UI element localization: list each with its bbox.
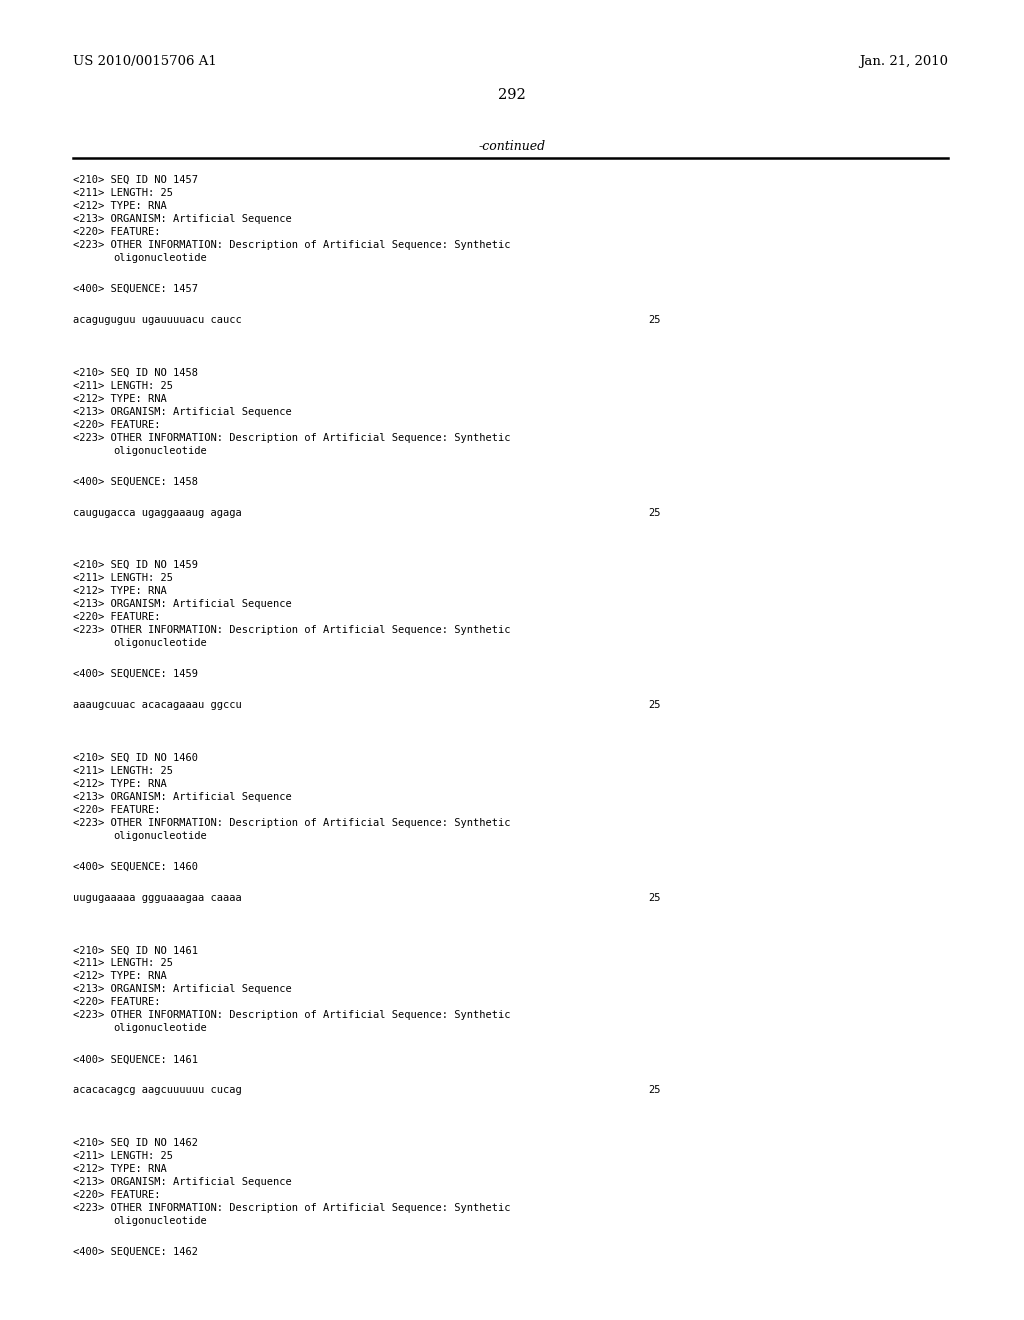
Text: <400> SEQUENCE: 1460: <400> SEQUENCE: 1460 — [73, 862, 198, 871]
Text: <223> OTHER INFORMATION: Description of Artificial Sequence: Synthetic: <223> OTHER INFORMATION: Description of … — [73, 818, 511, 828]
Text: <212> TYPE: RNA: <212> TYPE: RNA — [73, 393, 167, 404]
Text: <212> TYPE: RNA: <212> TYPE: RNA — [73, 201, 167, 211]
Text: <213> ORGANISM: Artificial Sequence: <213> ORGANISM: Artificial Sequence — [73, 985, 292, 994]
Text: <210> SEQ ID NO 1460: <210> SEQ ID NO 1460 — [73, 752, 198, 763]
Text: acacacagcg aagcuuuuuu cucag: acacacagcg aagcuuuuuu cucag — [73, 1085, 242, 1096]
Text: <211> LENGTH: 25: <211> LENGTH: 25 — [73, 1151, 173, 1162]
Text: <400> SEQUENCE: 1458: <400> SEQUENCE: 1458 — [73, 477, 198, 487]
Text: <400> SEQUENCE: 1461: <400> SEQUENCE: 1461 — [73, 1055, 198, 1064]
Text: oligonucleotide: oligonucleotide — [113, 446, 207, 455]
Text: acaguguguu ugauuuuacu caucc: acaguguguu ugauuuuacu caucc — [73, 315, 242, 325]
Text: <212> TYPE: RNA: <212> TYPE: RNA — [73, 586, 167, 597]
Text: <211> LENGTH: 25: <211> LENGTH: 25 — [73, 573, 173, 583]
Text: Jan. 21, 2010: Jan. 21, 2010 — [859, 55, 948, 69]
Text: caugugacca ugaggaaaug agaga: caugugacca ugaggaaaug agaga — [73, 508, 242, 517]
Text: <213> ORGANISM: Artificial Sequence: <213> ORGANISM: Artificial Sequence — [73, 407, 292, 417]
Text: 25: 25 — [648, 892, 660, 903]
Text: <400> SEQUENCE: 1457: <400> SEQUENCE: 1457 — [73, 284, 198, 294]
Text: <220> FEATURE:: <220> FEATURE: — [73, 227, 161, 238]
Text: <213> ORGANISM: Artificial Sequence: <213> ORGANISM: Artificial Sequence — [73, 214, 292, 224]
Text: <223> OTHER INFORMATION: Description of Artificial Sequence: Synthetic: <223> OTHER INFORMATION: Description of … — [73, 1010, 511, 1020]
Text: US 2010/0015706 A1: US 2010/0015706 A1 — [73, 55, 217, 69]
Text: 25: 25 — [648, 508, 660, 517]
Text: <223> OTHER INFORMATION: Description of Artificial Sequence: Synthetic: <223> OTHER INFORMATION: Description of … — [73, 240, 511, 249]
Text: oligonucleotide: oligonucleotide — [113, 830, 207, 841]
Text: <212> TYPE: RNA: <212> TYPE: RNA — [73, 1164, 167, 1173]
Text: aaaugcuuac acacagaaau ggccu: aaaugcuuac acacagaaau ggccu — [73, 700, 242, 710]
Text: oligonucleotide: oligonucleotide — [113, 253, 207, 263]
Text: <210> SEQ ID NO 1457: <210> SEQ ID NO 1457 — [73, 176, 198, 185]
Text: <223> OTHER INFORMATION: Description of Artificial Sequence: Synthetic: <223> OTHER INFORMATION: Description of … — [73, 1203, 511, 1213]
Text: <220> FEATURE:: <220> FEATURE: — [73, 998, 161, 1007]
Text: <211> LENGTH: 25: <211> LENGTH: 25 — [73, 380, 173, 391]
Text: <213> ORGANISM: Artificial Sequence: <213> ORGANISM: Artificial Sequence — [73, 792, 292, 801]
Text: oligonucleotide: oligonucleotide — [113, 1216, 207, 1226]
Text: uugugaaaaa ggguaaagaa caaaa: uugugaaaaa ggguaaagaa caaaa — [73, 892, 242, 903]
Text: <220> FEATURE:: <220> FEATURE: — [73, 420, 161, 429]
Text: <211> LENGTH: 25: <211> LENGTH: 25 — [73, 958, 173, 969]
Text: <212> TYPE: RNA: <212> TYPE: RNA — [73, 972, 167, 981]
Text: <210> SEQ ID NO 1461: <210> SEQ ID NO 1461 — [73, 945, 198, 956]
Text: 25: 25 — [648, 700, 660, 710]
Text: <220> FEATURE:: <220> FEATURE: — [73, 612, 161, 622]
Text: <213> ORGANISM: Artificial Sequence: <213> ORGANISM: Artificial Sequence — [73, 599, 292, 610]
Text: <220> FEATURE:: <220> FEATURE: — [73, 1191, 161, 1200]
Text: <210> SEQ ID NO 1459: <210> SEQ ID NO 1459 — [73, 560, 198, 570]
Text: <400> SEQUENCE: 1462: <400> SEQUENCE: 1462 — [73, 1247, 198, 1257]
Text: oligonucleotide: oligonucleotide — [113, 1023, 207, 1034]
Text: 292: 292 — [498, 88, 526, 102]
Text: <220> FEATURE:: <220> FEATURE: — [73, 805, 161, 814]
Text: <210> SEQ ID NO 1458: <210> SEQ ID NO 1458 — [73, 367, 198, 378]
Text: oligonucleotide: oligonucleotide — [113, 638, 207, 648]
Text: 25: 25 — [648, 1085, 660, 1096]
Text: <212> TYPE: RNA: <212> TYPE: RNA — [73, 779, 167, 789]
Text: <223> OTHER INFORMATION: Description of Artificial Sequence: Synthetic: <223> OTHER INFORMATION: Description of … — [73, 433, 511, 442]
Text: <210> SEQ ID NO 1462: <210> SEQ ID NO 1462 — [73, 1138, 198, 1148]
Text: <213> ORGANISM: Artificial Sequence: <213> ORGANISM: Artificial Sequence — [73, 1177, 292, 1187]
Text: <400> SEQUENCE: 1459: <400> SEQUENCE: 1459 — [73, 669, 198, 680]
Text: 25: 25 — [648, 315, 660, 325]
Text: -continued: -continued — [478, 140, 546, 153]
Text: <223> OTHER INFORMATION: Description of Artificial Sequence: Synthetic: <223> OTHER INFORMATION: Description of … — [73, 626, 511, 635]
Text: <211> LENGTH: 25: <211> LENGTH: 25 — [73, 187, 173, 198]
Text: <211> LENGTH: 25: <211> LENGTH: 25 — [73, 766, 173, 776]
